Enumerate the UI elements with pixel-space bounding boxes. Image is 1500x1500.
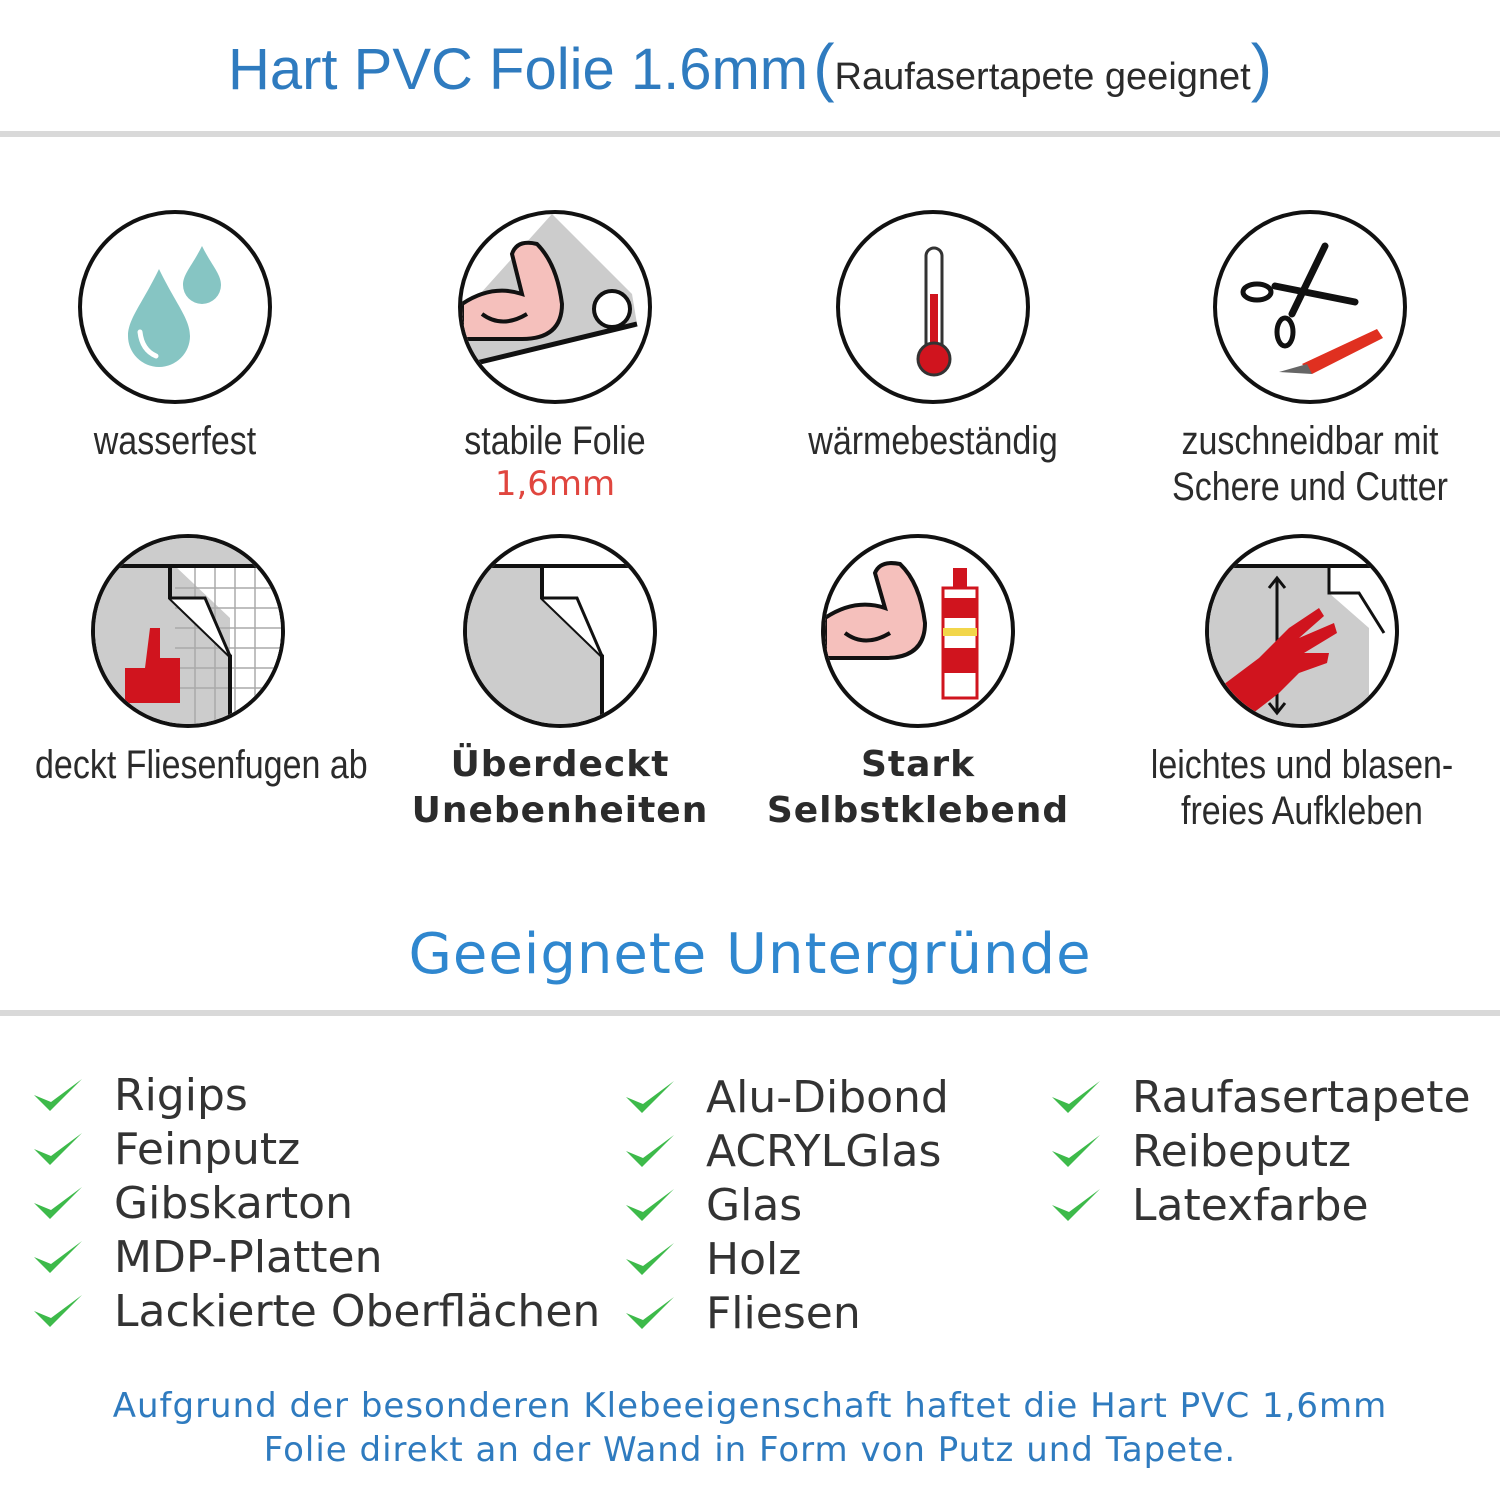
feature-covers-grout: deckt Fliesenfugen ab [8,534,368,788]
feature-label: wasserfest [93,419,257,463]
surface-label: Reibeputz [1132,1125,1352,1177]
peeled-foil-icon [463,534,657,728]
scissors-cutter-icon [1213,210,1407,404]
surface-item: ACRYLGlas [624,1124,949,1178]
feature-label: stabile Folie [464,419,646,463]
paren-open: ( [813,31,835,103]
feature-label: wärmebeständig [808,419,1058,463]
feature-label: leichtes und blasen- [1150,743,1454,787]
feature-stable-foil: stabile Folie 1,6mm [375,210,735,504]
feature-label: Unebenheiten [411,790,709,831]
check-icon [626,1243,674,1275]
surface-label: Glas [706,1179,803,1231]
surfaces-column-1: Rigips Feinputz Gibskarton MDP-Platten Lacki… [32,1068,600,1338]
feature-waterproof: wasserfest [0,210,355,464]
strong-arm-glue-icon [821,534,1015,728]
check-icon [34,1133,82,1165]
feature-label: freies Aufkleben [1181,789,1423,833]
footer-line-1: Aufgrund der besonderen Klebeeigenschaft… [112,1386,1388,1426]
surface-label: ACRYLGlas [706,1125,942,1177]
surface-item: Lackierte Oberflächen [32,1284,600,1338]
divider [0,131,1500,137]
feature-label: Stark [860,744,976,785]
surface-item: Alu-Dibond [624,1070,949,1124]
check-icon [626,1297,674,1329]
feature-easy-application: leichtes und blasen- freies Aufkleben [1122,534,1482,834]
surface-item: Feinputz [32,1122,600,1176]
hand-smoothing-icon [1205,534,1399,728]
check-icon [1052,1081,1100,1113]
surface-item: Gibskarton [32,1176,600,1230]
feature-strong-adhesive: Stark Selbstklebend [738,534,1098,834]
feature-label: zuschneidbar mit [1181,419,1439,463]
feature-label: Schere und Cutter [1172,465,1448,509]
title-main: Hart PVC Folie 1.6mm [227,37,809,102]
footer-line-2: Folie direkt an der Wand in Form von Put… [263,1430,1237,1470]
surface-label: MDP-Platten [114,1231,383,1283]
surfaces-column-3: Raufasertapete Reibeputz Latexfarbe [1050,1070,1471,1232]
check-icon [626,1135,674,1167]
paren-close: ) [1250,31,1273,103]
feature-heat-resistant: wärmebeständig [753,210,1113,464]
feature-label: deckt Fliesenfugen ab [35,743,368,787]
surface-label: Latexfarbe [1132,1179,1369,1231]
surface-label: Alu-Dibond [706,1071,949,1123]
title-subtitle: Raufasertapete geeignet [834,56,1251,98]
surface-item: Raufasertapete [1050,1070,1471,1124]
surface-item: Fliesen [624,1286,949,1340]
thermometer-icon [836,210,1030,404]
surface-item: Reibeputz [1050,1124,1471,1178]
surface-label: Gibskarton [114,1177,353,1229]
surface-label: Feinputz [114,1123,301,1175]
surfaces-column-2: Alu-Dibond ACRYLGlas Glas Holz Fliesen [624,1070,949,1340]
feature-thickness: 1,6mm [494,464,616,504]
check-icon [34,1187,82,1219]
surface-item: Holz [624,1232,949,1286]
check-icon [626,1189,674,1221]
check-icon [626,1081,674,1113]
surface-label: Holz [706,1233,802,1285]
surface-label: Raufasertapete [1132,1071,1471,1123]
surface-item: Rigips [32,1068,600,1122]
feature-label: Selbstklebend [766,790,1070,831]
surfaces-title: Geeignete Untergründe [408,922,1092,987]
divider [0,1010,1500,1016]
check-icon [1052,1189,1100,1221]
surface-item: Latexfarbe [1050,1178,1471,1232]
surface-label: Rigips [114,1069,248,1121]
water-drops-icon [78,210,272,404]
check-icon [1052,1135,1100,1167]
feature-label: Überdeckt [450,744,670,785]
surface-label: Lackierte Oberflächen [114,1285,601,1337]
check-icon [34,1079,82,1111]
surface-label: Fliesen [706,1287,861,1339]
check-icon [34,1241,82,1273]
check-icon [34,1295,82,1327]
page-title: Hart PVC Folie 1.6mm (Raufasertapete gee… [0,30,1500,104]
thumbs-up-tiles-icon [91,534,285,728]
footer-note: Aufgrund der besonderen Klebeeigenschaft… [0,1384,1500,1472]
surface-item: MDP-Platten [32,1230,600,1284]
feature-cuttable: zuschneidbar mit Schere und Cutter [1130,210,1490,510]
surface-item: Glas [624,1178,949,1232]
strong-arm-roll-icon [458,210,652,404]
feature-covers-unevenness: Überdeckt Unebenheiten [380,534,740,834]
